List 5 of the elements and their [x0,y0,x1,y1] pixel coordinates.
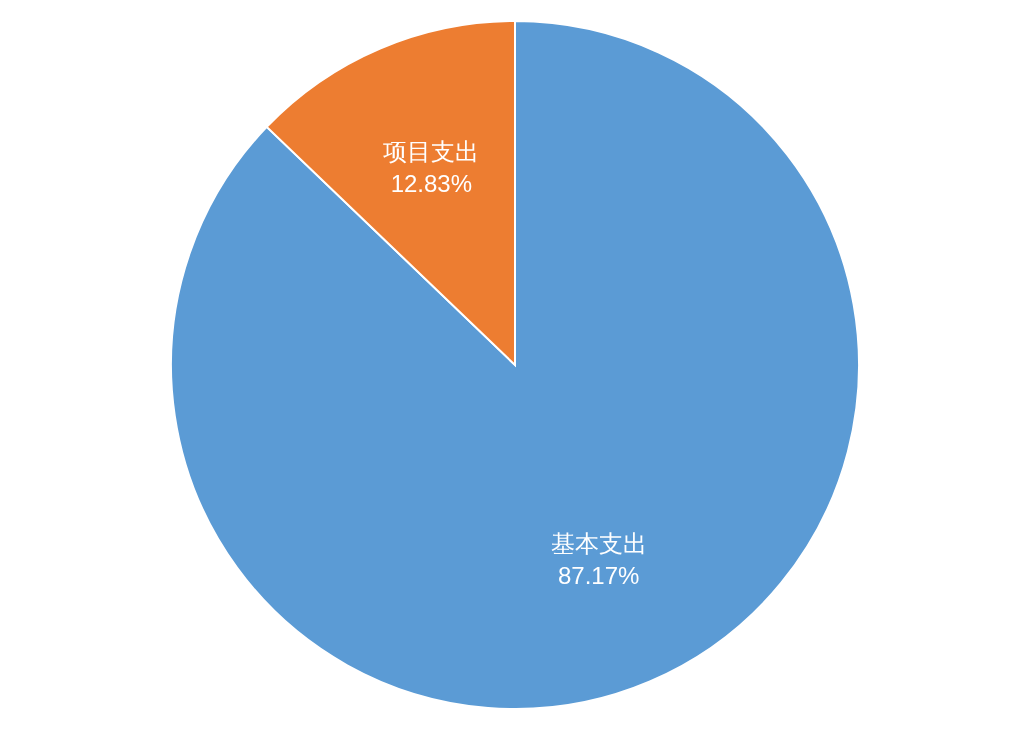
pie-slice [170,20,860,710]
slice-label: 基本支出 [550,530,647,558]
data-label: 87.17% [557,562,640,590]
data-label: 12.83% [390,169,473,197]
slice-label: 项目支出 [383,137,480,165]
